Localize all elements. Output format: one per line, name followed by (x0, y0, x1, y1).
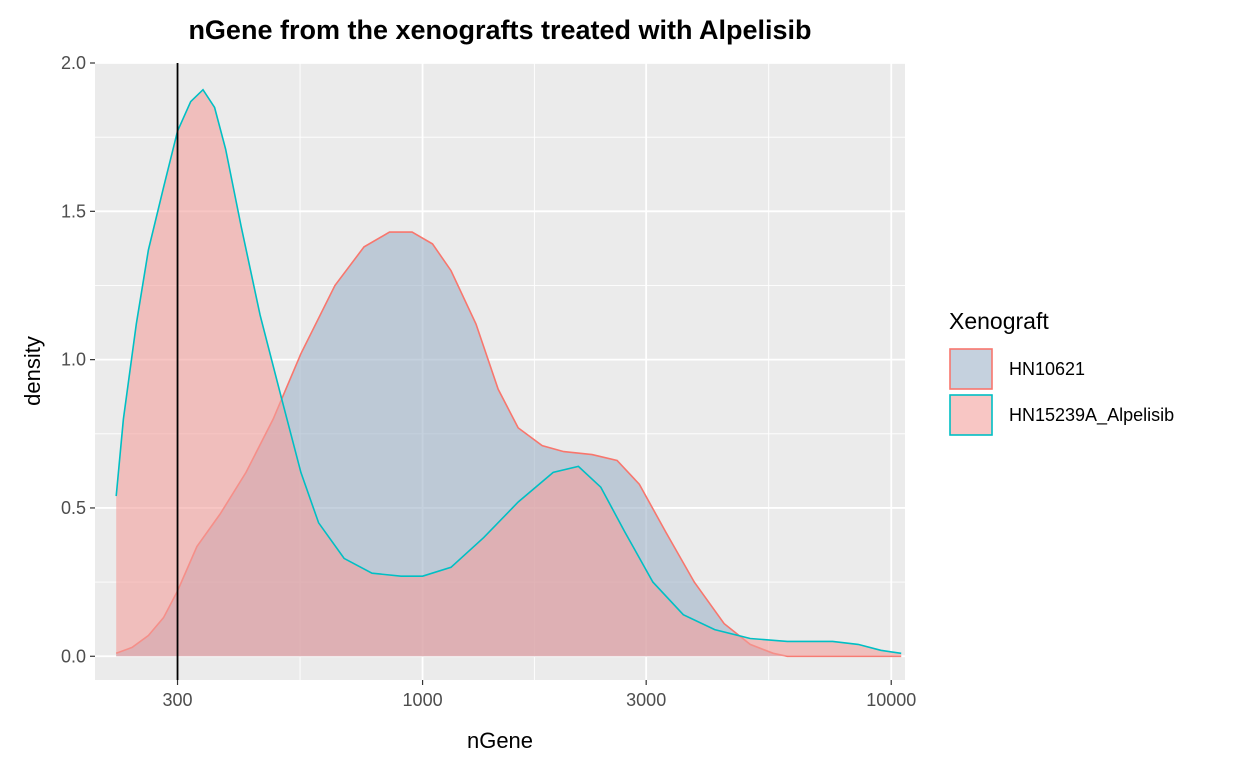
legend: Xenograft HN10621 HN15239A_Alpelisib (949, 308, 1174, 436)
x-tick-label: 10000 (866, 690, 916, 710)
legend-title: Xenograft (949, 308, 1049, 334)
y-tick-label: 0.5 (61, 498, 86, 518)
y-tick-label: 0.0 (61, 646, 86, 666)
x-axis-title: nGene (467, 728, 533, 753)
legend-swatch-1 (949, 394, 993, 436)
x-tick-label: 300 (163, 690, 193, 710)
legend-label-1: HN15239A_Alpelisib (1009, 405, 1174, 426)
chart-title: nGene from the xenografts treated with A… (188, 15, 811, 45)
axes: 0.0 0.5 1.0 1.5 2.0 300 1000 3000 10000 (61, 53, 916, 710)
x-tick-label: 3000 (626, 690, 666, 710)
x-tick-label: 1000 (403, 690, 443, 710)
y-tick-label: 2.0 (61, 53, 86, 73)
y-tick-label: 1.0 (61, 350, 86, 370)
density-area-1 (116, 89, 902, 657)
y-axis-title: density (20, 336, 45, 406)
legend-label-0: HN10621 (1009, 359, 1085, 379)
density-areas (115, 88, 902, 658)
density-line-1 (115, 88, 902, 655)
y-tick-label: 1.5 (61, 201, 86, 221)
legend-swatch-0 (949, 348, 993, 390)
